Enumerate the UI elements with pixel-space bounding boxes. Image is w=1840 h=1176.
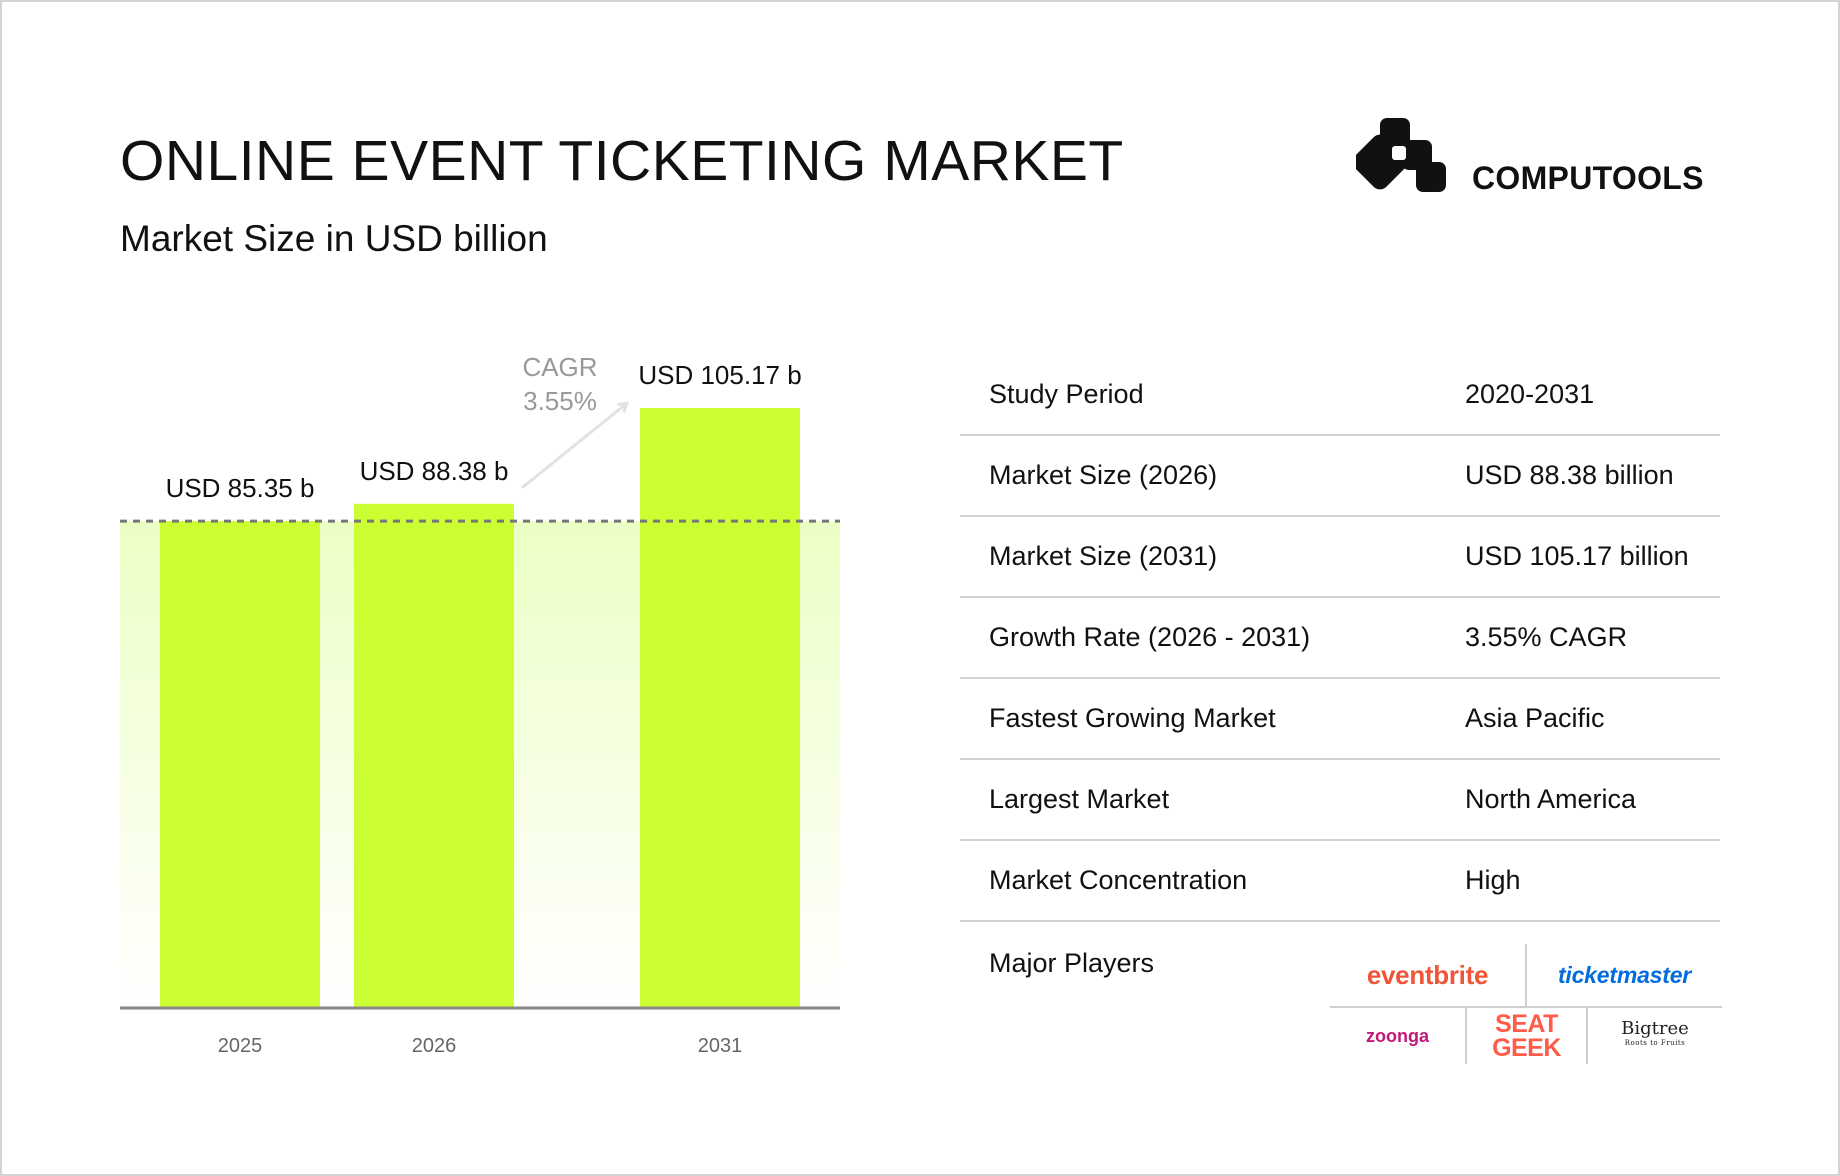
bigtree-wordmark: Bigtree (1621, 1018, 1689, 1039)
data-label-2031: USD 105.17 b (638, 360, 801, 390)
table-row: Market Size (2031) USD 105.17 billion (960, 517, 1720, 598)
brand-name: COMPUTOOLS (1472, 160, 1704, 196)
table-row: Largest Market North America (960, 760, 1720, 841)
table-row: Growth Rate (2026 - 2031) 3.55% CAGR (960, 598, 1720, 679)
seatgeek-line2: GEEK (1492, 1034, 1561, 1062)
eventbrite-logo: eventbrite (1330, 944, 1525, 1006)
ticketmaster-logo: ticketmaster (1527, 944, 1722, 1006)
row-value: Asia Pacific (1465, 703, 1605, 733)
zoonga-logo: zoonga (1330, 1008, 1465, 1064)
bar-2031 (640, 408, 800, 1008)
major-players-row: Major Players eventbrite ticketmaster zo… (960, 922, 1722, 1072)
seatgeek-logo: SEAT GEEK (1467, 1008, 1586, 1064)
zoonga-wordmark: zoonga (1366, 1025, 1429, 1046)
row-value: USD 88.38 billion (1465, 460, 1674, 490)
row-label: Study Period (989, 379, 1144, 409)
market-summary-table: Study Period 2020-2031 Market Size (2026… (960, 355, 1722, 1072)
x-tick-label-2031: 2031 (698, 1035, 743, 1057)
table-row: Study Period 2020-2031 (960, 355, 1720, 436)
row-value: USD 105.17 billion (1465, 541, 1689, 571)
player-logos-grid: eventbrite ticketmaster zoonga SEAT GEEK… (1330, 944, 1722, 1064)
row-label: Market Concentration (989, 865, 1248, 895)
page-title: ONLINE EVENT TICKETING MARKET (120, 129, 1124, 193)
bigtree-tagline: Roots to Fruits (1624, 1039, 1686, 1047)
computools-logo-icon (1356, 118, 1446, 192)
data-label-2026: USD 88.38 b (360, 456, 509, 486)
row-label: Market Size (2026) (989, 460, 1218, 490)
row-value: 3.55% CAGR (1465, 622, 1628, 652)
row-label: Market Size (2031) (989, 541, 1218, 571)
table-row: Market Concentration High (960, 841, 1720, 922)
row-label: Largest Market (989, 784, 1170, 814)
table-row: Market Size (2026) USD 88.38 billion (960, 436, 1720, 517)
row-label: Growth Rate (2026 - 2031) (989, 622, 1311, 652)
major-players-label: Major Players (989, 948, 1155, 978)
row-value: High (1465, 865, 1521, 895)
page-subtitle: Market Size in USD billion (120, 218, 548, 259)
row-value: North America (1465, 784, 1637, 814)
x-tick-label-2026: 2026 (412, 1035, 457, 1057)
seatgeek-line1: SEAT (1495, 1010, 1558, 1038)
ticketmaster-wordmark: ticketmaster (1557, 961, 1692, 988)
data-label-2025: USD 85.35 b (166, 473, 315, 503)
bar-2026 (354, 503, 514, 1008)
cagr-value: 3.55% (523, 386, 597, 416)
eventbrite-wordmark: eventbrite (1366, 959, 1489, 990)
bar-2025 (160, 521, 320, 1008)
cagr-label: CAGR (522, 352, 597, 382)
bigtree-logo: Bigtree Roots to Fruits (1588, 1008, 1722, 1064)
row-value: 2020-2031 (1465, 379, 1595, 409)
x-tick-label-2025: 2025 (218, 1035, 263, 1057)
row-label: Fastest Growing Market (989, 703, 1276, 733)
cagr-arrow (521, 404, 626, 489)
table-row: Fastest Growing Market Asia Pacific (960, 679, 1720, 760)
